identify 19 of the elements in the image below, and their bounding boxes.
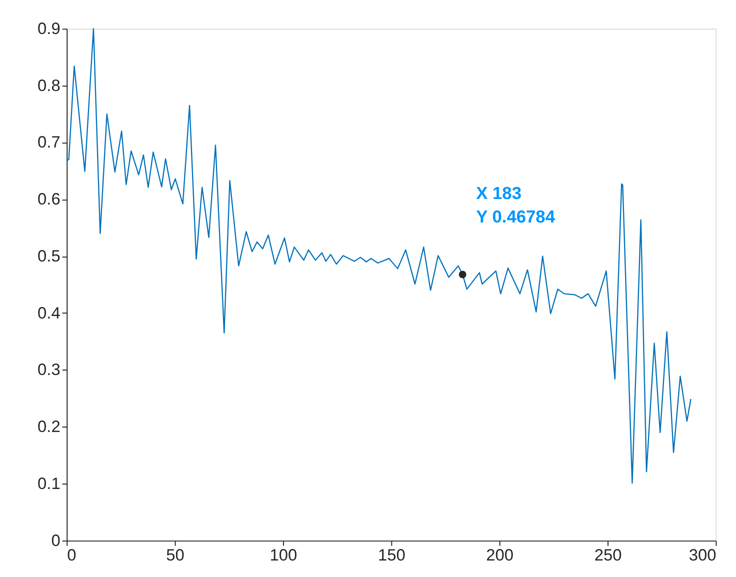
y-tick-label: 0.7	[38, 134, 60, 152]
x-tick-label: 250	[594, 546, 622, 564]
y-tick-label: 0	[51, 532, 60, 550]
x-tick-label: 150	[378, 546, 406, 564]
y-tick-label: 0.4	[38, 304, 60, 322]
x-tick-label: 200	[486, 546, 514, 564]
x-tick-label: 100	[270, 546, 298, 564]
y-tick-label: 0.9	[38, 20, 60, 38]
y-tick-label: 0.2	[38, 418, 60, 436]
x-tick-label: 300	[688, 546, 716, 564]
y-tick-label: 0.1	[38, 475, 60, 494]
y-tick-label: 0.6	[38, 190, 60, 209]
annotation: X 183 Y 0.46784	[476, 183, 556, 226]
x-tick-label: 0	[67, 546, 76, 564]
x-tick-label: 50	[166, 546, 184, 564]
y-tick-label: 0.8	[38, 76, 60, 95]
y-tick-label: 0.3	[38, 361, 60, 380]
line-series	[66, 28, 692, 484]
y-tick-label: 0.5	[38, 247, 60, 266]
